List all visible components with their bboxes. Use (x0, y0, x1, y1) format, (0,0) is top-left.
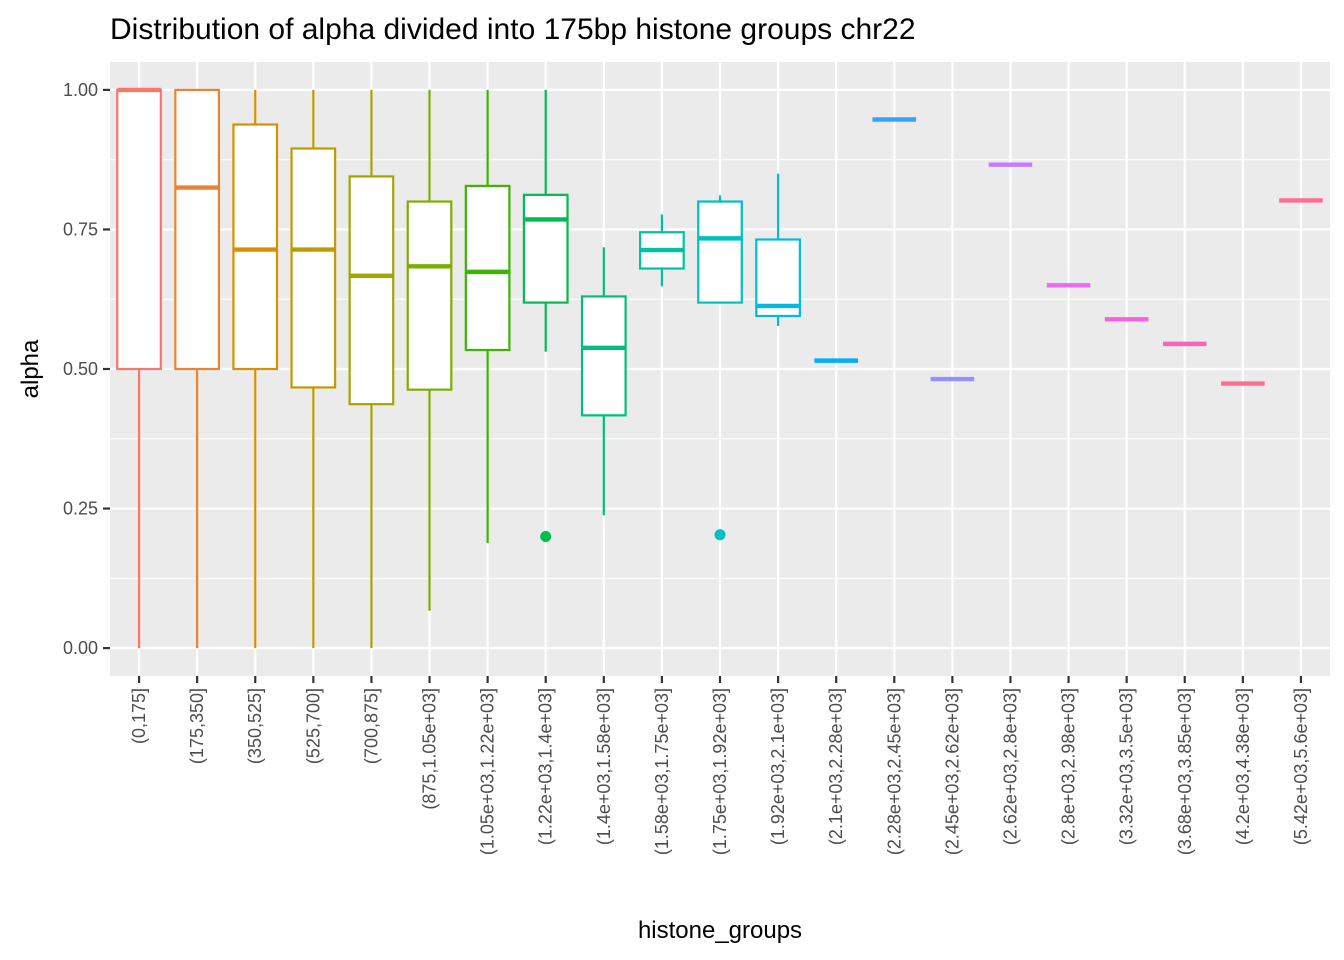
iqr-box (290, 147, 337, 389)
x-tick-label: (3.68e+03,3.85e+03] (1175, 688, 1195, 855)
x-tick-label: (3.32e+03,3.5e+03] (1117, 688, 1137, 845)
x-tick-label: (700,875] (361, 688, 381, 764)
box-group (174, 88, 221, 649)
outlier-point (540, 530, 552, 542)
x-tick-label: (2.45e+03,2.62e+03] (942, 688, 962, 855)
box-group (290, 89, 337, 649)
x-tick-label: (1.75e+03,1.92e+03] (710, 688, 730, 855)
box-group (464, 89, 511, 544)
x-axis-title: histone_groups (638, 917, 802, 944)
x-tick-label: (2.1e+03,2.28e+03] (826, 688, 846, 845)
box-group (406, 89, 453, 611)
box-group (580, 247, 627, 516)
y-tick-label: 0.25 (63, 499, 98, 519)
box-group (697, 195, 743, 541)
iqr-box (348, 175, 395, 406)
x-tick-label: (2.62e+03,2.8e+03] (1000, 688, 1020, 845)
x-tick-label: (350,525] (245, 688, 265, 764)
x-tick-label: (1.58e+03,1.75e+03] (652, 688, 672, 855)
iqr-box (464, 184, 511, 352)
iqr-box (580, 295, 627, 417)
x-tick-label: (1.05e+03,1.22e+03] (478, 688, 498, 855)
y-tick-label: 1.00 (63, 80, 98, 100)
box-group (755, 173, 801, 327)
x-tick-label: (1.4e+03,1.58e+03] (594, 688, 614, 845)
x-tick-label: (4.2e+03,4.38e+03] (1233, 688, 1253, 845)
x-tick-label: (1.92e+03,2.1e+03] (768, 688, 788, 845)
iqr-box (522, 193, 569, 304)
x-tick-label: (2.28e+03,2.45e+03] (884, 688, 904, 855)
boxes (116, 87, 1323, 649)
outlier-point (714, 529, 726, 541)
box-group (116, 87, 162, 649)
y-tick-label: 0.00 (63, 638, 98, 658)
x-tick-label: (0,175] (129, 688, 149, 744)
iqr-box (174, 88, 221, 371)
x-tick-label: (5.42e+03,5.6e+03] (1291, 688, 1311, 845)
x-tick-label: (2.8e+03,2.98e+03] (1059, 688, 1079, 845)
x-tick-label: (175,350] (187, 688, 207, 764)
x-tick-label: (1.22e+03,1.4e+03] (536, 688, 556, 845)
box-group (348, 89, 395, 649)
x-axis: (0,175] (175,350] (350,525] (525,700] (700,8… (129, 676, 1311, 855)
box-group (639, 214, 685, 287)
y-axis-title: alpha (17, 339, 44, 398)
iqr-box (406, 200, 453, 391)
box-group (522, 89, 569, 542)
y-axis: 0.00 0.25 0.50 0.75 1.00 (63, 80, 110, 658)
chart-title: Distribution of alpha divided into 175bp… (110, 13, 916, 46)
box-group (232, 89, 279, 649)
iqr-box (697, 200, 743, 304)
y-tick-label: 0.75 (63, 219, 98, 239)
iqr-box (232, 123, 279, 371)
iqr-box (116, 88, 162, 371)
iqr-box (755, 238, 801, 318)
x-tick-label: (525,700] (303, 688, 323, 764)
y-tick-label: 0.50 (63, 359, 98, 379)
x-tick-label: (875,1.05e+03] (420, 688, 440, 810)
